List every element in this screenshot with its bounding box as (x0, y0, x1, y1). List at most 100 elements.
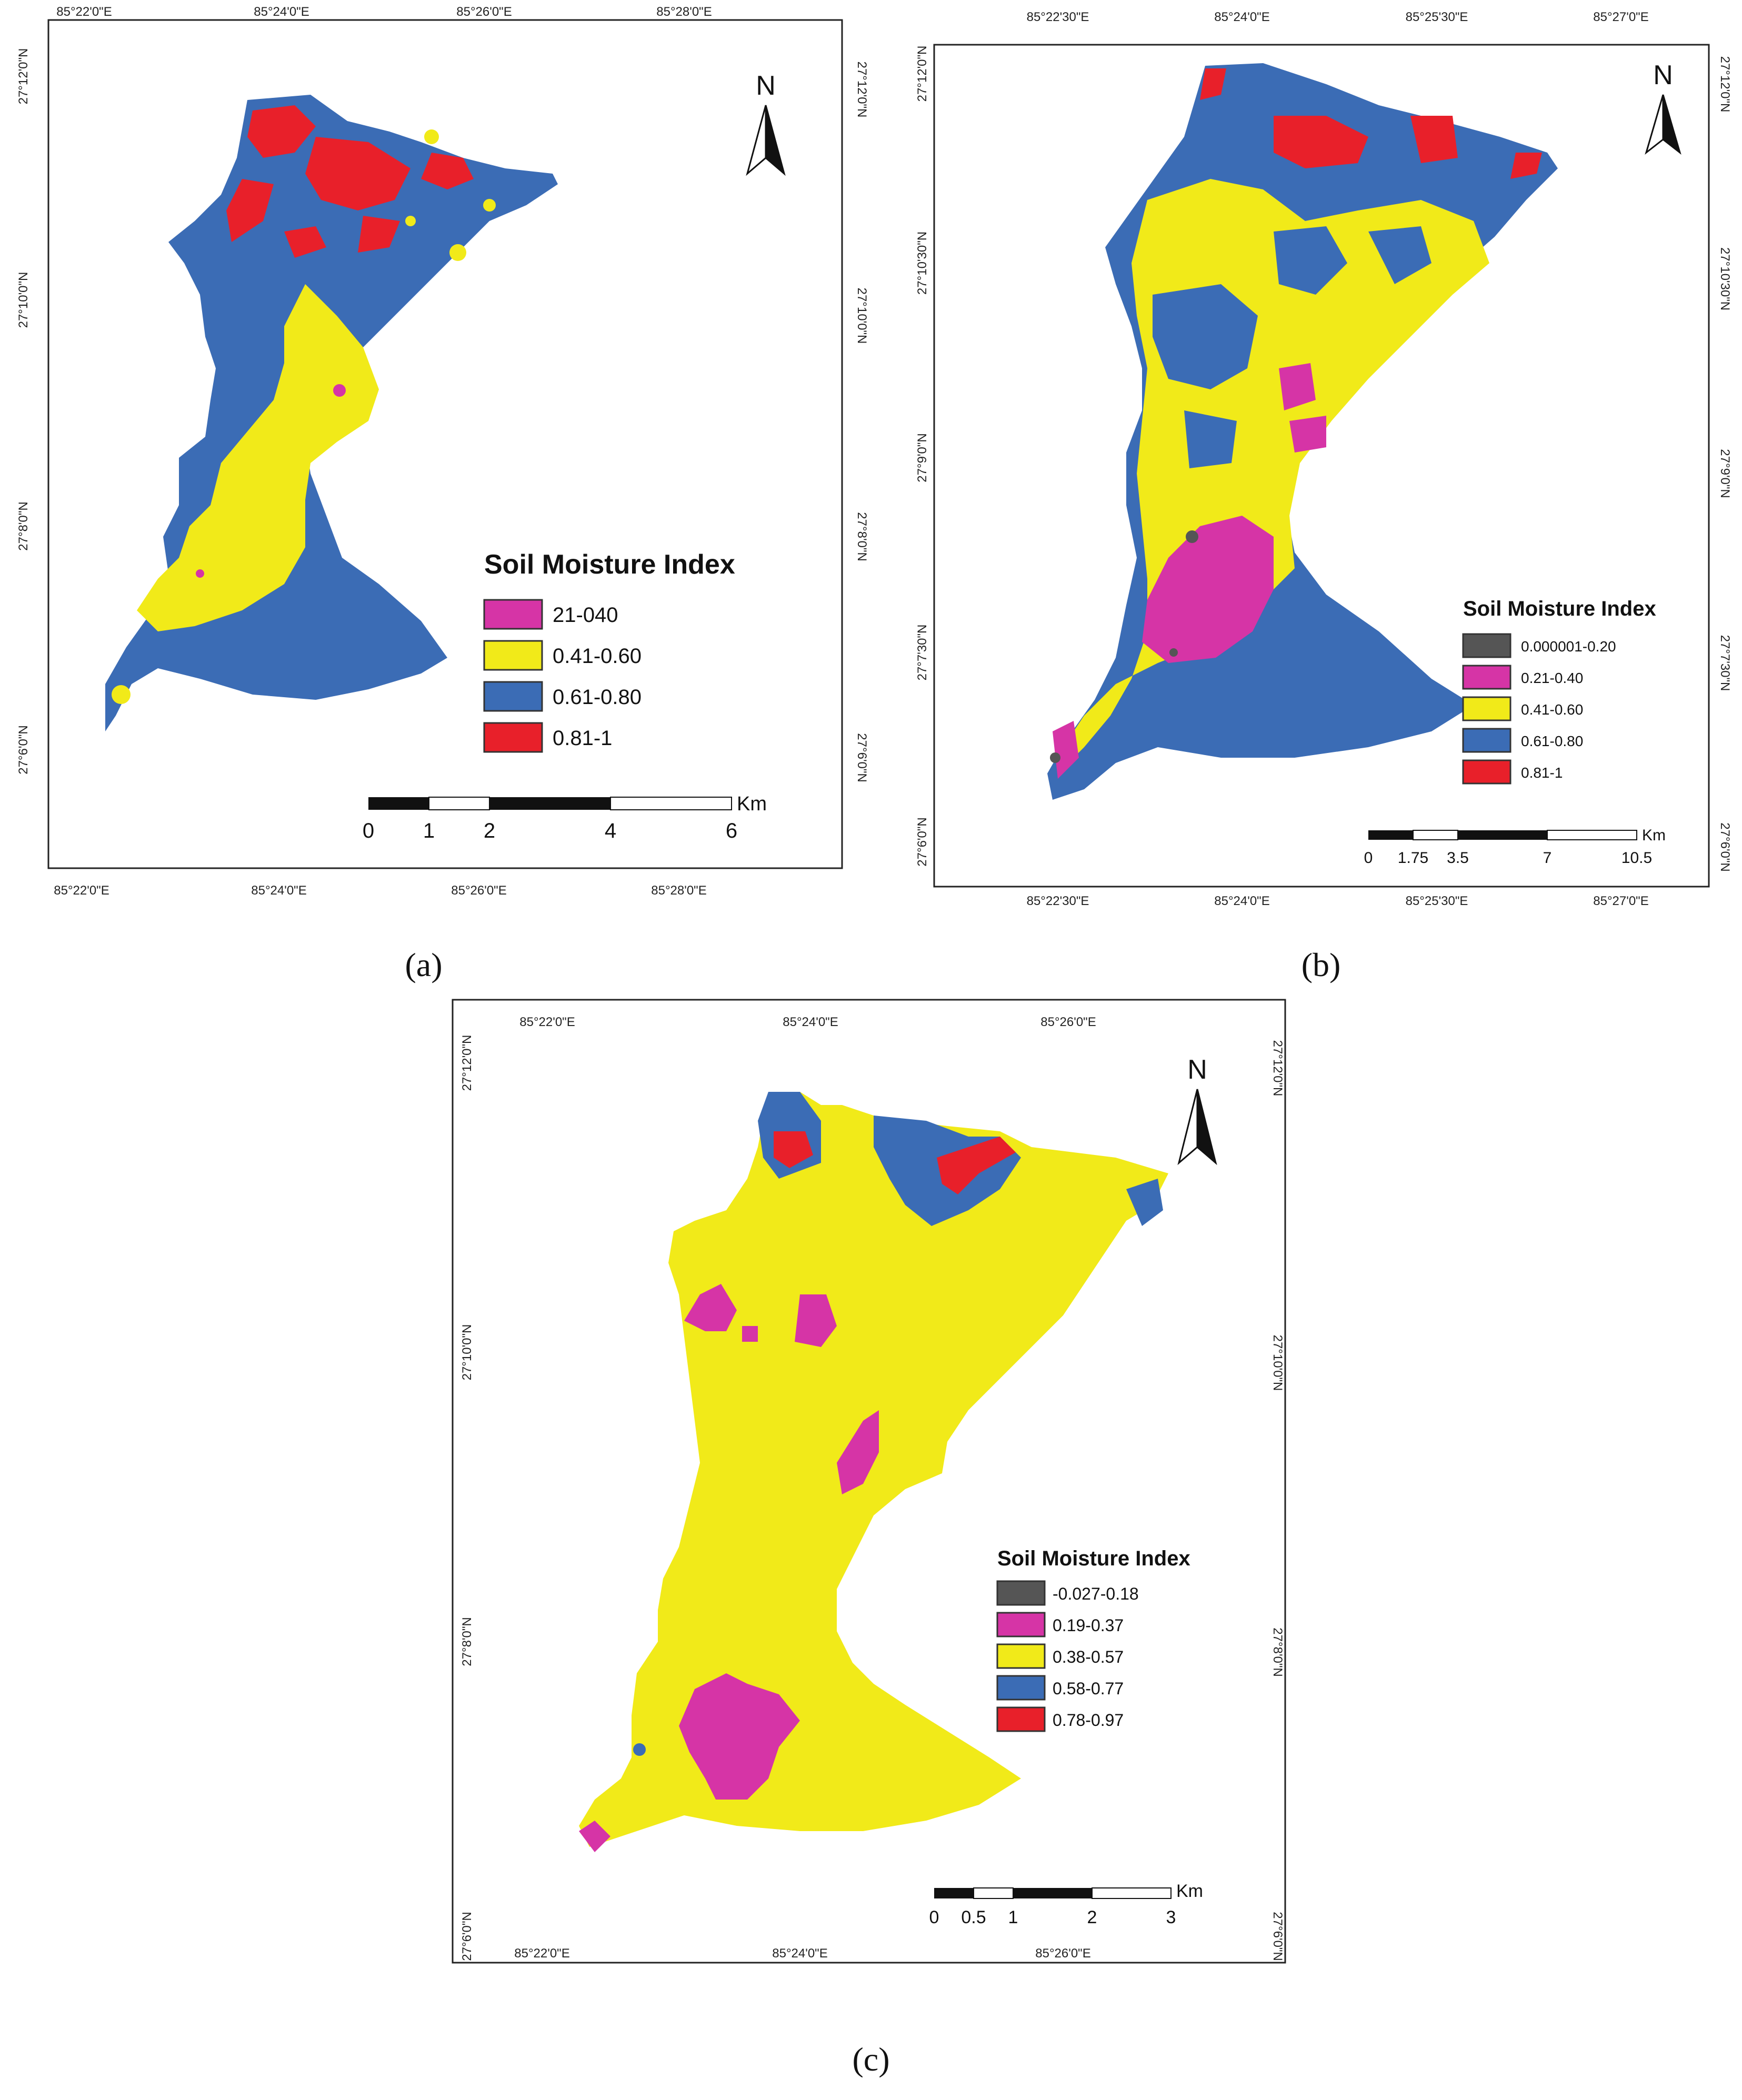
panel-c-legend-label-3: 0.38-0.57 (1053, 1647, 1124, 1666)
panel-b-zone-blue-patches (1153, 226, 1431, 468)
panel-b-scale-tick-1: 0 (1364, 849, 1373, 867)
panel-c-left-lat-4: 27°6'0"N (460, 1912, 474, 1961)
panel-c-right-lat-3: 27°8'0"N (1270, 1627, 1285, 1676)
panel-a-north-arrow-icon: N (746, 71, 786, 176)
panel-b-top-lon-2: 85°24'0"E (1214, 10, 1269, 24)
panel-b-north-arrow-icon: N (1645, 60, 1681, 155)
panel-b-legend-label-2: 0.21-0.40 (1521, 670, 1583, 686)
panel-a-bottom-lon-2: 85°24'0"E (251, 883, 306, 898)
panel-a-top-lon-1: 85°22'0"E (56, 5, 112, 19)
panel-b-top-lon-1: 85°22'30"E (1027, 10, 1089, 24)
panel-a-top-lon-4: 85°28'0"E (656, 5, 712, 19)
panel-c-legend-label-5: 0.78-0.97 (1053, 1711, 1124, 1730)
panel-b-right-lat-5: 27°6'0"N (1718, 822, 1732, 871)
panel-a: 85°22'0"E 85°24'0"E 85°26'0"E 85°28'0"E … (16, 5, 869, 983)
panel-a-left-lat-3: 27°8'0"N (16, 501, 31, 550)
panel-b-scale-tick-5: 10.5 (1621, 849, 1652, 867)
panel-c-scale-tick-3: 1 (1008, 1907, 1018, 1927)
panel-a-label: (a) (405, 946, 442, 983)
panel-b-scale-tick-2: 1.75 (1398, 849, 1428, 867)
panel-a-bottom-lon-4: 85°28'0"E (651, 883, 706, 898)
panel-a-scale-tick-1: 0 (363, 819, 374, 842)
panel-c-north-label: N (1187, 1054, 1207, 1085)
panel-c-legend-label-1: -0.027-0.18 (1053, 1584, 1139, 1603)
panel-c-scale-tick-2: 0.5 (961, 1907, 986, 1927)
panel-b-left-lat-5: 27°6'0"N (915, 817, 929, 866)
panel-b-map (1047, 63, 1558, 800)
panel-a-scale-tick-5: 6 (726, 819, 737, 842)
panel-a-legend-swatch-1 (483, 599, 543, 630)
panel-b-top-lon-4: 85°27'0"E (1593, 10, 1648, 24)
panel-c-north-arrow-icon: N (1177, 1054, 1217, 1165)
panel-a-left-lat-1: 27°12'0"N (16, 48, 31, 105)
panel-b-left-lat-1: 27°12'0"N (915, 46, 929, 102)
panel-a-top-lon-2: 85°24'0"E (254, 5, 309, 19)
panel-b-legend-label-4: 0.61-0.80 (1521, 733, 1583, 749)
panel-b-top-lon-3: 85°25'30"E (1406, 10, 1468, 24)
panel-a-right-lat-2: 27°10'0"N (855, 288, 869, 344)
panel-a-scale-bar: Km 0 1 2 4 6 (363, 793, 767, 842)
panel-b-north-label: N (1653, 60, 1673, 91)
panel-a-zone-magenta-spots (196, 384, 346, 578)
panel-b-legend-label-5: 0.81-1 (1521, 765, 1563, 781)
panel-b-scale-unit: Km (1642, 827, 1666, 844)
panel-c-top-lon-2: 85°24'0"E (783, 1015, 838, 1029)
panel-c-legend-title: Soil Moisture Index (997, 1547, 1190, 1570)
panel-b-bottom-lon-2: 85°24'0"E (1214, 894, 1269, 908)
panel-c-zone-red (774, 1131, 1016, 1194)
panel-b-legend-label-1: 0.000001-0.20 (1521, 638, 1616, 655)
panel-a-zone-yellow (137, 284, 379, 631)
panel-b-left-lat-2: 27°10'30"N (915, 232, 929, 295)
panel-c-scale-unit: Km (1176, 1881, 1203, 1901)
panel-b-scale-tick-3: 3.5 (1447, 849, 1469, 867)
panel-c-bottom-lon-3: 85°26'0"E (1035, 1946, 1090, 1961)
panel-b-legend-swatch-5 (1462, 759, 1511, 785)
panel-b-legend-swatch-2 (1462, 665, 1511, 690)
panel-a-left-lat-2: 27°10'0"N (16, 272, 31, 328)
panel-c-left-lat-1: 27°12'0"N (460, 1035, 474, 1091)
panel-a-zone-yellow-spots (112, 129, 496, 704)
panel-c: 85°22'0"E 85°24'0"E 85°26'0"E 85°22'0"E … (452, 999, 1286, 2078)
panel-c-legend-swatch-2 (996, 1612, 1046, 1637)
panel-c-top-lon-3: 85°26'0"E (1040, 1015, 1096, 1029)
panel-c-map (579, 1092, 1168, 1852)
panel-a-scale-tick-3: 2 (484, 819, 495, 842)
panel-b-scale-tick-4: 7 (1543, 849, 1552, 867)
panel-b-right-lat-3: 27°9'0"N (1718, 449, 1732, 498)
panel-a-map (105, 95, 558, 731)
panel-c-legend: Soil Moisture Index -0.027-0.18 0.19-0.3… (996, 1547, 1190, 1732)
panel-b-zone-magenta-spots (1053, 363, 1326, 779)
panel-c-legend-label-4: 0.58-0.77 (1053, 1679, 1124, 1698)
panel-a-legend-label-2: 0.41-0.60 (553, 645, 642, 668)
panel-a-north-label: N (756, 71, 776, 101)
panel-a-scale-unit: Km (737, 793, 767, 815)
panel-b-right-lat-2: 27°10'30"N (1718, 247, 1732, 310)
panel-a-legend-swatch-4 (483, 722, 543, 753)
panel-c-zone-magenta (579, 1284, 879, 1852)
panel-b-zone-gray-spots (1050, 530, 1198, 763)
panel-c-top-lon-1: 85°22'0"E (519, 1015, 575, 1029)
panel-b-legend-label-3: 0.41-0.60 (1521, 701, 1583, 718)
panel-a-bottom-lon-3: 85°26'0"E (451, 883, 506, 898)
panel-c-legend-label-2: 0.19-0.37 (1053, 1616, 1124, 1635)
panel-b-bottom-lon-3: 85°25'30"E (1406, 894, 1468, 908)
panel-a-legend-label-1: 21-040 (553, 604, 618, 627)
panel-c-bottom-lon-2: 85°24'0"E (772, 1946, 827, 1961)
panel-b-right-lat-4: 27°7'30"N (1718, 635, 1732, 691)
panel-b-bottom-lon-1: 85°22'30"E (1027, 894, 1089, 908)
panel-b-legend: Soil Moisture Index 0.000001-0.20 0.21-0… (1462, 597, 1656, 785)
panel-a-legend-swatch-2 (483, 640, 543, 671)
panel-b-legend-swatch-3 (1462, 696, 1511, 721)
panel-b-label: (b) (1302, 946, 1341, 983)
panel-b-bottom-lon-4: 85°27'0"E (1593, 894, 1648, 908)
panel-b-legend-swatch-4 (1462, 728, 1511, 753)
panel-c-legend-swatch-3 (996, 1643, 1046, 1669)
panel-c-right-lat-4: 27°6'0"N (1270, 1912, 1285, 1961)
panel-c-legend-swatch-5 (996, 1706, 1046, 1732)
panel-c-scale-tick-1: 0 (929, 1907, 939, 1927)
panel-c-right-lat-1: 27°12'0"N (1270, 1040, 1285, 1097)
panel-a-zone-red (226, 105, 474, 258)
panel-c-left-lat-3: 27°8'0"N (460, 1617, 474, 1666)
panel-b-right-lat-1: 27°12'0"N (1718, 56, 1732, 113)
